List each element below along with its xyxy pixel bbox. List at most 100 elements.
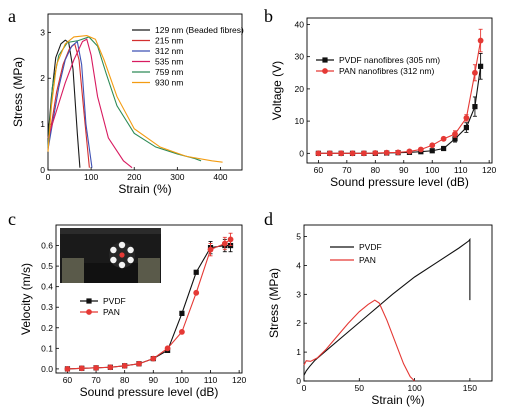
data-point [440, 135, 447, 142]
data-point [383, 149, 390, 156]
series-line-4 [47, 38, 133, 169]
y-tick-label: 3 [40, 27, 45, 37]
data-point [164, 345, 171, 352]
data-point [463, 124, 469, 131]
y-tick-label: 0.5 [41, 261, 53, 271]
data-point [395, 149, 401, 156]
y-axis-label: Stress (MPa) [267, 268, 281, 338]
x-tick-label: 70 [91, 375, 101, 385]
data-point [452, 136, 458, 142]
data-point [463, 114, 470, 121]
y-tick-label: 20 [295, 84, 305, 94]
x-axis-label: Sound pressure level (dB) [80, 385, 219, 399]
y-axis-label: Voltage (V) [270, 61, 284, 120]
x-tick-label: 90 [149, 375, 159, 385]
plot-frame [55, 224, 243, 374]
y-tick-label: 3 [296, 289, 301, 299]
legend-marker [86, 298, 92, 304]
legend-label: PAN nanofibres (312 nm) [339, 66, 434, 76]
data-point [64, 365, 71, 372]
data-point [429, 142, 436, 149]
panel-label-a: a [8, 6, 16, 26]
y-tick-label: 30 [295, 52, 305, 62]
y-tick-label: 1 [296, 347, 301, 357]
y-tick-label: 0.1 [41, 343, 53, 353]
data-point [417, 146, 424, 153]
x-tick-label: 100 [425, 165, 439, 175]
y-tick-label: 2 [40, 73, 45, 83]
x-tick-label: 200 [127, 172, 141, 182]
data-point [207, 246, 214, 253]
x-tick-label: 150 [463, 383, 477, 393]
legend-label: PAN [103, 307, 120, 317]
legend-label: PVDF nanofibres (305 nm) [339, 55, 440, 65]
series-line-6 [47, 35, 223, 163]
y-tick-label: 2 [296, 318, 301, 328]
series-line-2 [318, 40, 482, 154]
x-tick-label: 400 [213, 172, 227, 182]
plot-frame [47, 13, 243, 171]
x-tick-label: 100 [84, 172, 98, 182]
series-line-3 [47, 40, 93, 168]
y-tick-label: 0 [296, 376, 301, 386]
series-line-1 [47, 39, 81, 168]
y-tick-label: 0 [40, 165, 45, 175]
series-line-1 [303, 237, 471, 376]
data-point [478, 63, 484, 69]
data-point [179, 310, 185, 316]
panel-label-b: b [264, 6, 273, 26]
chart-a: 0 100 200 300 400 0 1 2 3 Strain (%) Stress (MPa) 1… [11, 13, 244, 196]
x-tick-label: 0 [302, 383, 307, 393]
data-point [315, 150, 322, 157]
data-point [338, 150, 345, 157]
data-point [472, 69, 478, 76]
data-point [107, 364, 114, 371]
x-axis-label: Strain (%) [371, 393, 424, 407]
legend-label: PVDF [359, 242, 382, 252]
chart-b: 60 70 80 90 100 110 120 0 10 20 30 40 Sound pressure… [270, 17, 497, 189]
x-tick-label: 80 [120, 375, 130, 385]
x-tick-label: 90 [399, 165, 409, 175]
x-tick-label: 60 [63, 375, 73, 385]
y-tick-label: 1 [40, 119, 45, 129]
series-line-2 [303, 299, 415, 382]
y-tick-label: 0 [299, 148, 304, 158]
x-tick-label: 100 [407, 383, 421, 393]
x-tick-label: 100 [175, 375, 189, 385]
data-point [441, 145, 447, 152]
x-tick-label: 80 [371, 165, 381, 175]
data-point [326, 150, 333, 157]
inset-photo [60, 228, 161, 283]
legend-marker [322, 68, 328, 74]
legend-marker [322, 57, 328, 63]
y-tick-label: 0.3 [41, 302, 53, 312]
y-tick-label: 10 [295, 116, 305, 126]
data-point [136, 360, 142, 367]
data-point [193, 289, 200, 296]
data-point [406, 148, 413, 155]
x-tick-label: 70 [342, 165, 352, 175]
chart-d: 0 50 100 150 0 1 2 3 4 5 Strain (%) Stress (MPa) PVD… [267, 224, 493, 407]
data-point [349, 150, 356, 157]
y-axis-label: Velocity (m/s) [19, 263, 33, 335]
x-tick-label: 0 [46, 172, 51, 182]
y-tick-label: 4 [296, 260, 301, 270]
x-tick-label: 110 [204, 375, 218, 385]
x-tick-label: 120 [232, 375, 246, 385]
data-point [78, 365, 85, 372]
x-tick-label: 120 [482, 165, 496, 175]
y-tick-label: 0.6 [41, 241, 53, 251]
data-point [150, 355, 157, 362]
legend-label: 759 nm [155, 67, 183, 77]
legend-label: 930 nm [155, 78, 183, 88]
data-point [372, 150, 379, 156]
y-tick-label: 0.0 [41, 364, 53, 374]
data-point [472, 104, 478, 110]
legend-label: 215 nm [155, 36, 183, 46]
x-tick-label: 50 [355, 383, 365, 393]
data-point [227, 236, 234, 243]
x-tick-label: 110 [454, 165, 468, 175]
x-axis-label: Sound pressure level (dB) [330, 175, 469, 189]
series-line-5 [47, 36, 202, 162]
